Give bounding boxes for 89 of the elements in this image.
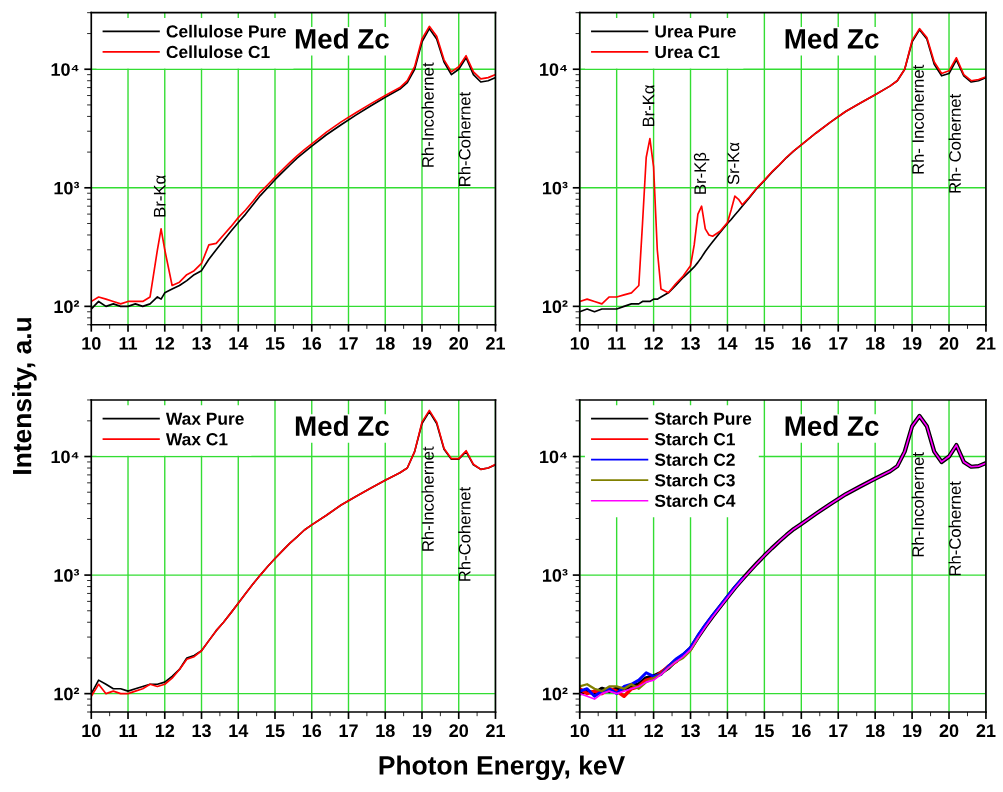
x-tick-label: 16 bbox=[302, 724, 322, 738]
y-tick-label: 10³ bbox=[54, 181, 80, 195]
x-tick-label: 14 bbox=[718, 724, 738, 737]
x-tick-label: 16 bbox=[302, 337, 322, 350]
annotation: Rh-Cohernet bbox=[458, 91, 471, 186]
y-tick-label: 10³ bbox=[54, 569, 80, 582]
x-tick-label: 18 bbox=[866, 337, 885, 350]
x-tick-label: 18 bbox=[866, 724, 885, 738]
x-tick-label: 10 bbox=[82, 724, 101, 738]
x-tick-label: 17 bbox=[829, 724, 848, 737]
x-tick-label: 21 bbox=[486, 724, 506, 737]
x-tick-label: 11 bbox=[608, 724, 626, 737]
x-tick-label: 14 bbox=[229, 724, 249, 737]
annotation: Rh- Incohernet bbox=[911, 64, 924, 174]
x-tick-label: 19 bbox=[903, 724, 922, 738]
x-tick-label: 12 bbox=[644, 724, 663, 737]
annotation: Rh-Incohernet bbox=[911, 452, 924, 557]
legend-label: Cellulose Pure bbox=[166, 24, 286, 38]
x-tick-label: 20 bbox=[939, 724, 959, 738]
x-tick-label: 12 bbox=[644, 337, 663, 350]
y-axis-title: Intensity, a.u bbox=[12, 318, 37, 474]
chart-title: Med Zc bbox=[785, 28, 879, 49]
y-tick-label: 10⁴ bbox=[540, 450, 567, 464]
x-tick-label: 17 bbox=[339, 337, 358, 350]
x-tick-label: 17 bbox=[829, 337, 848, 350]
x-tick-label: 11 bbox=[608, 337, 626, 350]
x-tick-label: 13 bbox=[192, 724, 211, 738]
legend-label: Urea Pure bbox=[655, 25, 736, 38]
legend-label: Starch C3 bbox=[654, 473, 735, 487]
legend-label: Starch C2 bbox=[654, 453, 735, 466]
x-tick-label: 12 bbox=[155, 724, 175, 737]
x-tick-label: 18 bbox=[376, 337, 395, 350]
y-tick-label: 10⁴ bbox=[51, 450, 79, 464]
x-tick-label: 17 bbox=[339, 724, 358, 737]
legend-label: Starch Pure bbox=[654, 412, 752, 425]
x-tick-label: 16 bbox=[792, 337, 811, 350]
annotation: Rh-Cohernet bbox=[458, 486, 471, 581]
x-tick-label: 14 bbox=[229, 337, 249, 350]
annotation: Rh- Cohernet bbox=[948, 93, 961, 193]
y-tick-label: 10⁴ bbox=[540, 63, 567, 76]
x-tick-label: 15 bbox=[266, 337, 285, 350]
chart-title: Med Zc bbox=[295, 28, 389, 49]
x-tick-label: 15 bbox=[755, 337, 774, 350]
x-tick-label: 10 bbox=[570, 337, 590, 350]
annotation: Rh-Incohernet bbox=[421, 62, 434, 167]
x-tick-label: 16 bbox=[792, 724, 811, 738]
x-tick-label: 19 bbox=[413, 724, 432, 738]
y-tick-label: 10³ bbox=[542, 181, 568, 195]
x-tick-label: 19 bbox=[413, 337, 432, 350]
x-tick-label: 19 bbox=[903, 337, 922, 350]
x-tick-label: 18 bbox=[376, 724, 395, 738]
x-axis-title: Photon Energy, keV bbox=[379, 755, 625, 781]
legend-label: Wax Pure bbox=[165, 412, 244, 425]
x-tick-label: 11 bbox=[119, 337, 138, 350]
y-tick-label: 10² bbox=[54, 687, 80, 701]
x-tick-label: 11 bbox=[119, 724, 138, 737]
legend-label: Starch C1 bbox=[654, 432, 735, 446]
y-tick-label: 10³ bbox=[542, 569, 568, 582]
x-tick-label: 10 bbox=[82, 337, 101, 350]
x-tick-label: 21 bbox=[976, 337, 996, 350]
legend-label: Wax C1 bbox=[165, 433, 228, 446]
x-tick-label: 15 bbox=[266, 724, 285, 738]
annotation: Sr-Kα bbox=[727, 142, 740, 185]
x-tick-label: 21 bbox=[976, 724, 996, 737]
x-tick-label: 13 bbox=[192, 337, 211, 350]
legend-label: Urea C1 bbox=[655, 45, 720, 59]
annotation: Br-Kα bbox=[153, 175, 166, 217]
x-tick-label: 15 bbox=[755, 724, 774, 738]
annotation: Rh-Cohernet bbox=[948, 481, 961, 576]
x-tick-label: 20 bbox=[449, 337, 469, 350]
y-tick-label: 10² bbox=[542, 300, 568, 314]
x-tick-label: 20 bbox=[939, 337, 959, 350]
legend-label: Starch C4 bbox=[654, 494, 736, 507]
chart-title: Med Zc bbox=[295, 415, 389, 436]
x-tick-label: 12 bbox=[155, 337, 175, 350]
annotation: Rh-Incohernet bbox=[421, 446, 434, 551]
annotation: Br-Kα bbox=[642, 85, 655, 127]
x-tick-label: 14 bbox=[718, 337, 738, 350]
y-tick-label: 10² bbox=[542, 687, 568, 701]
x-tick-label: 13 bbox=[681, 337, 700, 350]
x-tick-label: 13 bbox=[681, 724, 700, 738]
legend-label: Cellulose C1 bbox=[166, 45, 270, 59]
y-tick-label: 10² bbox=[54, 300, 80, 314]
y-tick-label: 10⁴ bbox=[51, 63, 79, 76]
x-tick-label: 10 bbox=[570, 724, 590, 738]
x-tick-label: 21 bbox=[486, 337, 506, 350]
chart-title: Med Zc bbox=[785, 415, 879, 436]
x-tick-label: 20 bbox=[449, 724, 469, 738]
annotation: Br-Kβ bbox=[693, 152, 710, 194]
